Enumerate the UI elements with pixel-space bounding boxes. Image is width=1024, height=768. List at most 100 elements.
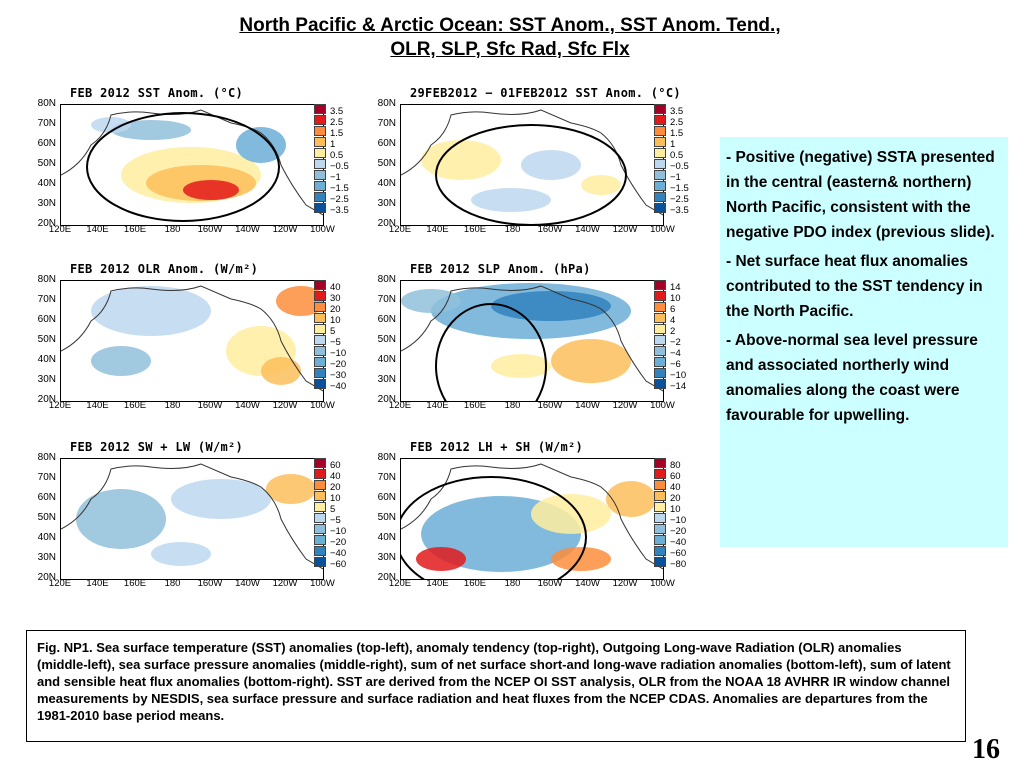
anomaly-region — [401, 289, 461, 313]
longitude-label: 160E — [123, 578, 147, 589]
latitude-label: 30N — [377, 374, 396, 385]
summary-bullet: - Above-normal sea level pressure and as… — [726, 332, 978, 424]
colorbar-swatch — [314, 480, 326, 490]
colorbar-label: 5 — [330, 326, 336, 337]
colorbar-swatch — [654, 137, 666, 147]
longitude-label: 140W — [235, 578, 260, 589]
longitude-label: 160W — [197, 400, 223, 411]
longitude-label: 100W — [650, 224, 675, 235]
longitude-label: 160W — [537, 578, 563, 589]
longitude-label: 160W — [197, 578, 223, 589]
anomaly-region — [471, 188, 551, 212]
colorbar-swatch — [314, 137, 326, 147]
colorbar — [314, 458, 326, 568]
highlight-ellipse — [86, 112, 280, 222]
colorbar-label: −5 — [330, 515, 341, 526]
anomaly-region — [183, 180, 239, 200]
colorbar-label: 40 — [330, 282, 341, 293]
colorbar-swatch — [314, 513, 326, 523]
latitude-label: 70N — [37, 118, 56, 129]
colorbar-swatch — [314, 524, 326, 534]
colorbar-swatch — [314, 291, 326, 301]
latitude-label: 50N — [37, 158, 56, 169]
anomaly-region — [491, 291, 611, 321]
longitude-label: 160E — [123, 224, 147, 235]
coastline — [401, 109, 663, 216]
longitude-label: 100W — [310, 400, 335, 411]
colorbar-swatch — [654, 115, 666, 125]
latitude-label: 20N — [37, 218, 56, 229]
colorbar-label: 3.5 — [670, 106, 684, 117]
colorbar-swatch — [314, 458, 326, 468]
latitude-label: 30N — [37, 198, 56, 209]
colorbar-label: −20 — [670, 526, 687, 537]
map-panel: FEB 2012 SW + LW (W/m²) 80N 70N 60N 50N 40N 30… — [0, 440, 346, 610]
colorbar-label: 10 — [330, 315, 341, 326]
colorbar-label: −0.5 — [670, 161, 689, 172]
anomaly-region — [276, 286, 323, 316]
colorbar-label: −40 — [330, 381, 347, 392]
colorbar-label: −80 — [670, 559, 687, 570]
longitude-label: 100W — [650, 578, 675, 589]
colorbar-label: −6 — [670, 359, 681, 370]
panel-title: FEB 2012 SW + LW (W/m²) — [70, 440, 244, 454]
colorbar-label: 1.5 — [330, 128, 344, 139]
latitude-label: 80N — [37, 274, 56, 285]
colorbar-label: 1 — [330, 139, 336, 150]
colorbar-label: −40 — [330, 548, 347, 559]
anomaly-region — [91, 346, 151, 376]
latitude-label: 70N — [377, 294, 396, 305]
longitude-label: 120W — [272, 224, 298, 235]
colorbar-swatch — [654, 379, 666, 389]
longitude-label: 180 — [164, 224, 181, 235]
highlight-ellipse — [401, 476, 587, 579]
highlight-ellipse — [435, 124, 627, 225]
colorbar-label: 20 — [670, 493, 681, 504]
colorbar-swatch — [314, 502, 326, 512]
slide-title-line1: North Pacific & Arctic Ocean: SST Anom.,… — [239, 15, 781, 36]
colorbar-label: 60 — [330, 460, 341, 471]
panel-title: FEB 2012 OLR Anom. (W/m²) — [70, 262, 259, 276]
colorbar-swatch — [654, 280, 666, 290]
latitude-label: 50N — [377, 158, 396, 169]
colorbar-label: −1.5 — [330, 183, 349, 194]
anomaly-map — [400, 104, 664, 226]
colorbar-label: 2.5 — [330, 117, 344, 128]
coastline — [61, 285, 323, 392]
colorbar-label: 6 — [670, 304, 676, 315]
longitude-label: 140E — [86, 400, 109, 411]
colorbar-swatch — [314, 368, 326, 378]
colorbar-label: 1 — [670, 139, 676, 150]
anomaly-region — [491, 354, 551, 378]
latitude-label: 20N — [377, 218, 396, 229]
colorbar-label: 10 — [330, 493, 341, 504]
latitude-label: 50N — [377, 512, 396, 523]
page-number: 16 — [972, 734, 1000, 765]
longitude-label: 180 — [504, 400, 521, 411]
anomaly-region — [266, 474, 316, 504]
colorbar-label: −60 — [670, 548, 687, 559]
colorbar-swatch — [654, 535, 666, 545]
colorbar — [654, 104, 666, 214]
latitude-label: 20N — [377, 572, 396, 583]
anomaly-region — [171, 479, 271, 519]
colorbar-swatch — [654, 126, 666, 136]
colorbar — [314, 104, 326, 214]
longitude-label: 160W — [537, 400, 563, 411]
latitude-label: 80N — [377, 274, 396, 285]
colorbar-swatch — [654, 335, 666, 345]
latitude-label: 50N — [37, 334, 56, 345]
colorbar-swatch — [654, 302, 666, 312]
colorbar-swatch — [654, 104, 666, 114]
summary-bullet: - Net surface heat flux anomalies contri… — [726, 253, 983, 320]
colorbar-label: −10 — [670, 370, 687, 381]
anomaly-region — [91, 286, 211, 336]
colorbar-label: −10 — [330, 526, 347, 537]
coastline — [401, 285, 663, 392]
latitude-label: 40N — [37, 354, 56, 365]
figure-caption: Fig. NP1. Sea surface temperature (SST) … — [26, 630, 966, 742]
anomaly-region — [581, 175, 621, 195]
anomaly-region — [551, 339, 631, 383]
colorbar-label: 10 — [670, 293, 681, 304]
latitude-label: 40N — [377, 178, 396, 189]
